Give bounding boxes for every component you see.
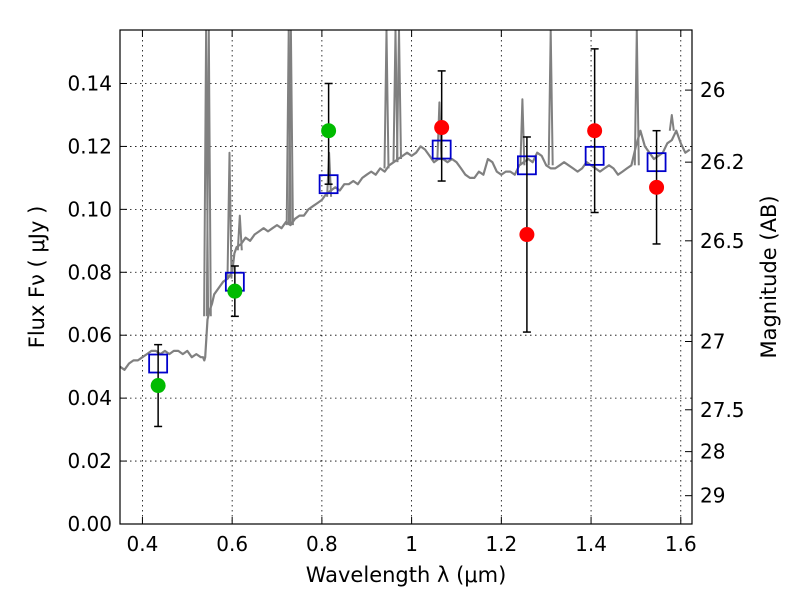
observed-flux-point	[434, 120, 450, 136]
observed-flux-point	[321, 123, 337, 139]
plot-frame	[119, 29, 693, 525]
right-tick-label: 26.5	[700, 229, 745, 253]
observed-flux-point	[150, 378, 166, 394]
emission-line-spike	[633, 30, 640, 166]
y-axis-title: Flux Fν ( μJy )	[25, 206, 49, 349]
x-tick-label: 0.6	[216, 532, 248, 556]
right-tick-label: 26	[700, 78, 725, 102]
axes: 0.4 0.6 0.8 1 1.2 1.4 1.6 0.00 0.02 0.04 0.06 0.08 0…	[67, 30, 745, 556]
x-tick-label: 1.2	[485, 532, 517, 556]
emission-line-spike	[226, 151, 233, 279]
observed-flux-point	[587, 123, 603, 139]
emission-line-spike	[205, 30, 212, 317]
series-group	[120, 30, 691, 428]
y-tick-label: 0.10	[67, 197, 112, 221]
grid	[120, 30, 692, 525]
y-tick-label: 0.02	[67, 449, 112, 473]
x-tick-label: 0.4	[127, 532, 159, 556]
y-tick-label: 0.12	[67, 134, 112, 158]
x-tick-label: 1	[405, 532, 418, 556]
emission-line-spike	[396, 30, 402, 160]
emission-line-spike	[668, 114, 675, 131]
emission-line-spike	[519, 98, 526, 166]
emission-line-spike	[383, 30, 390, 169]
right-tick-label: 27	[700, 330, 725, 354]
right-axis-title: Magnitude (AB)	[757, 195, 781, 358]
y-tick-label: 0.08	[67, 260, 112, 284]
y-tick-label: 0.14	[67, 71, 112, 95]
y-tick-label: 0.00	[67, 512, 112, 536]
observed-flux-point	[227, 283, 243, 299]
plot-area	[120, 30, 691, 428]
x-tick-label: 1.6	[665, 532, 697, 556]
y-tick-label: 0.04	[67, 386, 112, 410]
right-tick-label: 27.5	[700, 398, 745, 422]
emission-line-spike	[236, 214, 243, 251]
observed-flux-point	[519, 227, 535, 243]
x-tick-label: 1.4	[575, 532, 607, 556]
emission-line-spike	[287, 30, 294, 226]
y-tick-label: 0.06	[67, 323, 112, 347]
right-tick-label: 28	[700, 440, 725, 464]
x-tick-label: 0.8	[306, 532, 338, 556]
right-tick-label: 26.2	[700, 150, 745, 174]
right-tick-label: 29	[700, 484, 725, 508]
observed-flux-point	[649, 179, 665, 195]
x-axis-title: Wavelength λ (μm)	[306, 563, 507, 587]
emission-line-spike	[547, 30, 554, 166]
